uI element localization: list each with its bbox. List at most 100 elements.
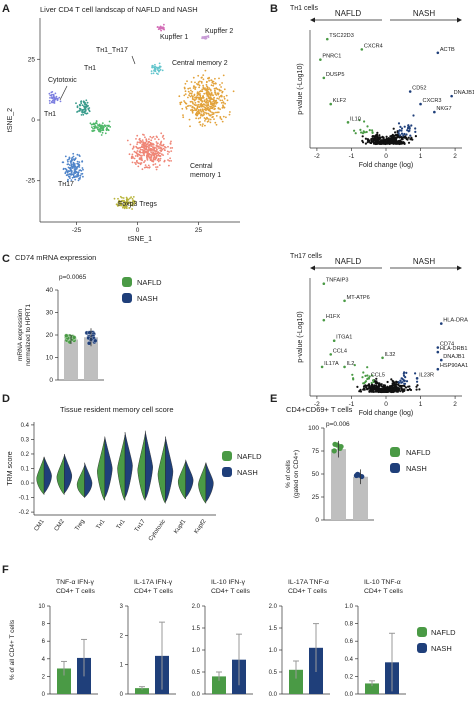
tsne-point: [204, 120, 206, 122]
tsne-point: [144, 136, 146, 139]
volcano-1-point: [405, 133, 408, 136]
tsne-point: [212, 94, 215, 97]
tsne-point: [136, 141, 139, 144]
tsne-point: [84, 107, 86, 110]
panel-e-legend-swatch-nafld: [390, 447, 400, 457]
volcano-1-nash-label: NASH: [413, 9, 435, 18]
tsne-point: [142, 141, 144, 144]
tsne-point: [78, 155, 81, 158]
volcano-1-point: [353, 129, 356, 132]
volcano-2-point: [375, 377, 378, 380]
tsne-point: [145, 166, 147, 169]
tsne-point: [218, 88, 221, 91]
th1th17-pointer: [131, 55, 136, 65]
volcano-1-point: [387, 140, 391, 144]
violin-half: [198, 462, 207, 504]
tsne-point: [53, 100, 56, 103]
tsne-point: [135, 145, 138, 148]
panel-f-legend-swatch-nash: [417, 643, 427, 653]
tsne-point: [83, 110, 86, 113]
tsne-point: [155, 168, 158, 171]
volcano-1-gene-point: [433, 110, 436, 114]
gene-label: DUSP5: [326, 72, 345, 78]
tsne-point: [81, 104, 84, 107]
violin-half: [145, 430, 153, 500]
tsne-point: [75, 102, 77, 105]
tsne-point: [141, 146, 144, 148]
volcano-1-gene-point: [346, 121, 350, 124]
tsne-point: [138, 153, 140, 156]
tsne-point: [93, 127, 96, 130]
tsne-point: [150, 155, 153, 158]
gene-label: IL2: [347, 361, 355, 367]
volcano-2-point: [393, 384, 396, 388]
gene-label: ACTB: [440, 47, 455, 53]
volcano-2-point: [380, 390, 383, 394]
tsne-point: [196, 106, 199, 109]
tsne-point: [131, 161, 134, 164]
tsne-point: [49, 102, 51, 104]
tsne-point: [189, 92, 191, 95]
volcano-2-point: [362, 385, 366, 388]
volcano-2-point: [397, 381, 400, 384]
panel-f-y-tick-label: 10: [38, 604, 45, 610]
tsne-point: [76, 174, 78, 176]
volcano-2-point: [418, 388, 421, 391]
volcano-1-point: [372, 137, 375, 140]
volcano-2-point: [389, 390, 393, 393]
tsne-point: [226, 99, 229, 102]
panel-c-y-tick-label: 0: [49, 377, 53, 384]
tsne-point: [51, 91, 54, 93]
tsne-point: [142, 150, 145, 153]
tsne-point: [217, 107, 220, 109]
tsne-point: [150, 139, 153, 142]
panel-f-legend-nash: NASH: [431, 644, 452, 653]
volcano-1-point: [371, 131, 374, 134]
panel-c-y-label-2: normalized to HPRT1: [25, 304, 32, 366]
tsne-point: [138, 137, 141, 140]
tsne-point: [213, 96, 216, 99]
tsne-point: [156, 26, 159, 28]
panel-letter-c: C: [2, 253, 10, 265]
tsne-point: [133, 202, 136, 205]
volcano-2-point: [386, 380, 389, 384]
tsne-point: [137, 162, 140, 165]
tsne-point: [179, 103, 182, 106]
tsne-point: [79, 174, 82, 177]
label-th17: Tн17: [58, 181, 74, 188]
tsne-point: [219, 84, 221, 86]
tsne-point: [75, 171, 78, 174]
tsne-point: [161, 27, 164, 30]
tsne-point: [167, 153, 169, 155]
tsne-point: [122, 206, 124, 209]
tsne-point: [209, 106, 212, 108]
panel-f-y-tick-label: 4: [42, 657, 46, 663]
volcano-1-x-label: Fold change (log): [359, 162, 413, 169]
tsne-point: [64, 172, 67, 175]
tsne-point: [68, 156, 71, 159]
volcano-1-point: [400, 129, 403, 132]
tsne-point: [95, 122, 97, 124]
gene-label: ITGA1: [336, 335, 352, 341]
volcano-2-point: [366, 366, 369, 369]
tsne-point: [136, 150, 139, 152]
tsne-point: [167, 159, 169, 161]
tsne-point: [92, 122, 95, 125]
tsne-point: [152, 160, 155, 163]
tsne-point: [195, 117, 198, 120]
gene-label: HLA-DRA: [443, 318, 468, 324]
tsne-point: [99, 126, 102, 129]
panel-f-y-tick-label: 1: [120, 663, 124, 669]
volcano-1-point: [406, 138, 409, 141]
volcano-1-point: [397, 122, 401, 125]
tsne-point: [154, 163, 157, 165]
tsne-point: [159, 149, 162, 152]
volcano-2-gene-point: [332, 339, 336, 343]
volcano-2-point: [405, 371, 408, 374]
violin-half: [97, 437, 105, 501]
tsne-point: [155, 155, 158, 157]
violin-half: [64, 453, 73, 494]
panel-a-y-label: tSNE_2: [7, 108, 14, 132]
tsne-point: [80, 100, 83, 103]
tsne-point: [81, 111, 83, 113]
